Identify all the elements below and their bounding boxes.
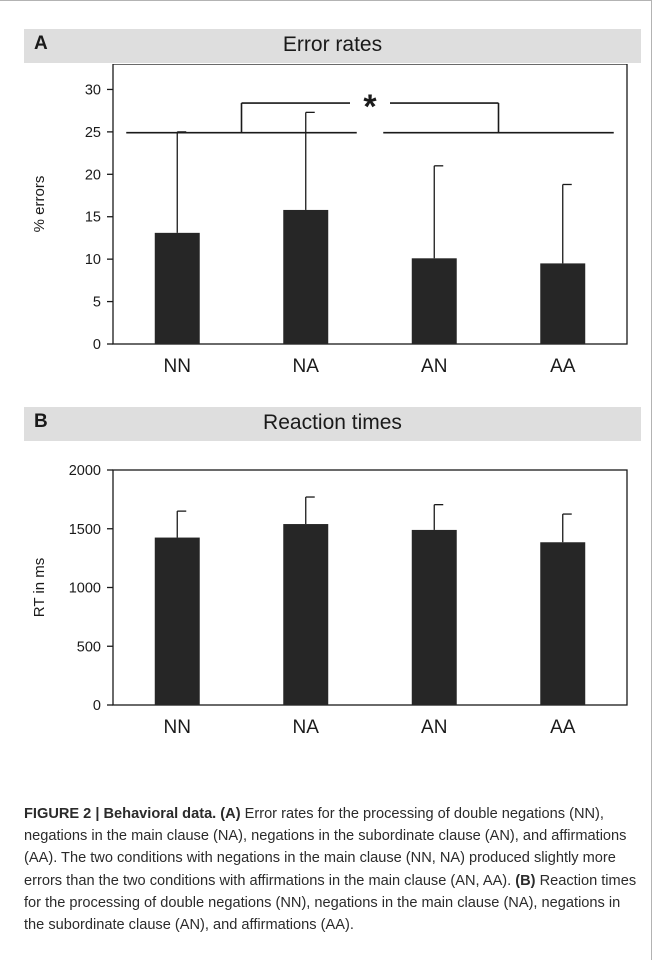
- panel-b-title: Reaction times: [263, 411, 402, 434]
- x-category-label: AN: [421, 356, 447, 377]
- caption-label: FIGURE 2 | Behavioral data.: [24, 806, 217, 822]
- y-tick-label: 500: [77, 639, 101, 655]
- y-tick-label: 1000: [69, 581, 101, 597]
- bar-na: [283, 524, 329, 705]
- panel-a-title: Error rates: [282, 33, 383, 56]
- caption-part-b-label: (B): [515, 872, 536, 889]
- y-tick-label: 30: [85, 82, 101, 98]
- x-category-label: AA: [550, 356, 576, 377]
- bar-nn: [154, 232, 200, 344]
- panel-b-header: B Reaction times: [24, 407, 641, 441]
- caption-part-b-text: Reaction times for the processing of dou…: [24, 872, 637, 934]
- x-category-label: NA: [293, 717, 320, 738]
- error-rates-chart: 0 5 10 15 20 25 30 % errors NN NA AN AA *: [31, 64, 628, 377]
- y-tick-label: 15: [85, 210, 101, 226]
- x-category-label: NN: [164, 717, 191, 738]
- y-tick-label: 0: [93, 698, 101, 714]
- y-axis-label: % errors: [31, 176, 48, 233]
- reaction-times-chart: 0 500 1000 1500 2000 RT in ms NN NA AN AA: [31, 463, 628, 738]
- x-category-label: NA: [293, 356, 320, 377]
- bar-an: [411, 529, 457, 705]
- y-tick-label: 25: [85, 125, 101, 141]
- caption-part-a-text: Error rates for the processing of double…: [24, 806, 627, 889]
- bar-na: [283, 209, 329, 344]
- bar-nn: [154, 537, 200, 705]
- x-category-label: NN: [164, 356, 191, 377]
- panel-b-letter: B: [34, 411, 48, 432]
- y-axis-label: RT in ms: [31, 558, 48, 617]
- x-category-label: AA: [550, 717, 576, 738]
- panel-a-header: A Error rates: [24, 29, 641, 63]
- y-tick-label: 0: [93, 337, 101, 353]
- figure-caption: FIGURE 2 | Behavioral data. (A) Error ra…: [24, 803, 639, 936]
- bar-aa: [540, 542, 586, 705]
- x-category-label: AN: [421, 717, 447, 738]
- y-tick-label: 2000: [69, 463, 101, 479]
- y-tick-label: 5: [93, 295, 101, 311]
- caption-part-a-label: (A): [220, 806, 241, 822]
- plot-area-frame: [112, 64, 628, 345]
- bar-aa: [540, 263, 586, 344]
- y-tick-label: 20: [85, 167, 101, 183]
- panel-a-letter: A: [34, 33, 48, 54]
- bar-an: [411, 258, 457, 344]
- y-tick-label: 1500: [69, 522, 101, 538]
- significance-marker: *: [363, 88, 377, 126]
- y-tick-label: 10: [85, 252, 101, 268]
